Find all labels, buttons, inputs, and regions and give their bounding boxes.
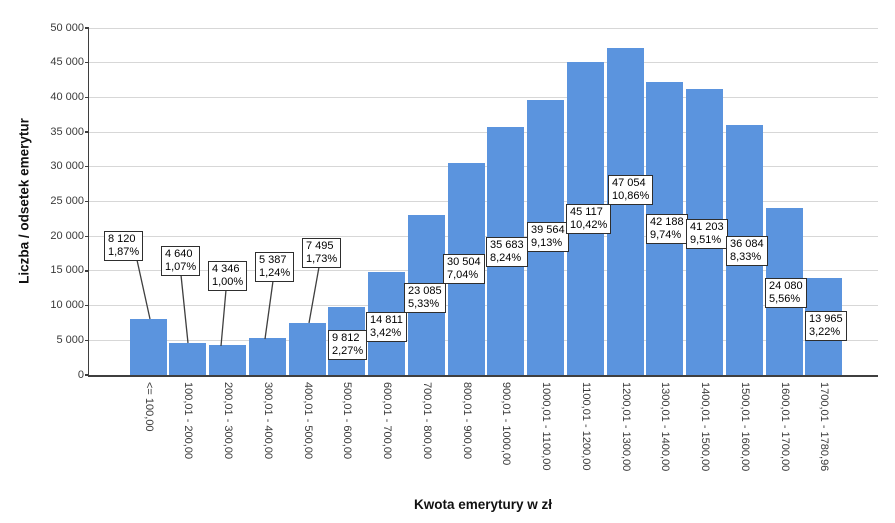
y-tick-label: 25 000: [50, 195, 84, 207]
y-tick-mark: [85, 235, 89, 237]
data-label: 39 564 9,13%: [527, 222, 569, 252]
data-label-percent: 3,22%: [809, 325, 841, 338]
data-label-percent: 1,07%: [165, 260, 197, 273]
data-label-percent: 10,42%: [570, 218, 608, 231]
y-tick-label: 5 000: [56, 333, 84, 346]
y-tick-label: 50 000: [50, 21, 84, 34]
y-tick-mark: [85, 96, 89, 99]
y-tick-label: 0: [77, 368, 84, 381]
data-label: 42 188 9,74%: [646, 214, 688, 244]
data-label-percent: 5,56%: [769, 292, 801, 305]
data-label: 30 504 7,04%: [443, 254, 485, 284]
data-label-percent: 1,87%: [108, 245, 140, 258]
data-label-percent: 9,13%: [531, 236, 563, 249]
data-label: 13 965 3,22%: [805, 311, 847, 341]
data-label-count: 36 084: [730, 238, 764, 250]
data-label-count: 5 387: [259, 254, 287, 266]
data-label-percent: 2,27%: [332, 344, 364, 357]
y-tick-mark: [85, 270, 89, 272]
bar: [606, 48, 644, 375]
data-label-count: 35 683: [490, 239, 524, 251]
data-label-percent: 7,04%: [447, 268, 479, 281]
x-axis-title: Kwota emerytury w zł: [413, 497, 553, 512]
y-tick-label: 40 000: [50, 90, 84, 103]
gridline: [89, 27, 878, 29]
data-label: 24 080 5,56%: [765, 278, 807, 308]
data-label-count: 47 054: [612, 177, 646, 189]
bar: [288, 322, 326, 375]
data-label-count: 30 504: [447, 256, 481, 268]
y-tick-label: 20 000: [50, 229, 84, 242]
data-label-count: 7 495: [306, 240, 334, 252]
data-label: 45 117 10,42%: [566, 204, 612, 234]
y-tick-mark: [85, 131, 89, 133]
data-label: 35 683 8,24%: [486, 237, 528, 267]
y-tick-label: 45 000: [50, 56, 84, 69]
y-tick-mark: [85, 304, 89, 307]
data-label-count: 45 117: [570, 206, 603, 218]
data-label-count: 39 564: [531, 224, 565, 236]
data-label-count: 42 188: [650, 216, 684, 228]
data-label-count: 24 080: [769, 280, 803, 292]
data-label: 36 084 8,33%: [726, 236, 768, 266]
data-label-count: 8 120: [108, 233, 136, 245]
y-tick-label: 30 000: [50, 160, 84, 173]
data-label-count: 4 346: [212, 263, 240, 275]
data-label-count: 23 085: [408, 285, 442, 297]
bar: [169, 342, 207, 375]
data-label-count: 41 203: [690, 221, 724, 233]
data-label: 41 203 9,51%: [686, 219, 728, 249]
data-label-percent: 10,86%: [612, 189, 650, 202]
data-label: 14 811 3,42%: [366, 312, 407, 342]
data-label: 47 054 10,86%: [608, 175, 654, 205]
data-label-percent: 1,00%: [212, 275, 244, 288]
data-label: 4 640 1,07%: [161, 246, 201, 276]
data-label-count: 14 811: [370, 314, 403, 326]
data-label-percent: 5,33%: [408, 297, 440, 310]
data-label: 8 120 1,87%: [104, 231, 144, 261]
y-tick-mark: [85, 166, 89, 168]
y-tick-mark: [85, 200, 89, 203]
data-label: 7 495 1,73%: [302, 238, 342, 268]
data-label-percent: 8,33%: [730, 250, 762, 263]
data-label-count: 4 640: [165, 248, 193, 260]
gridline: [89, 131, 878, 133]
y-tick-mark: [85, 27, 89, 29]
bar: [209, 344, 246, 375]
bar: [129, 318, 167, 375]
data-label-count: 13 965: [809, 313, 843, 325]
data-label-percent: 9,51%: [690, 233, 722, 246]
y-axis-line: [87, 28, 89, 377]
data-label-percent: 8,24%: [490, 251, 522, 264]
bar: [248, 337, 286, 375]
data-label-percent: 9,74%: [650, 228, 682, 241]
data-label-percent: 1,73%: [306, 252, 338, 265]
data-label-percent: 3,42%: [370, 326, 402, 339]
y-tick-mark: [85, 374, 89, 376]
data-label: 23 085 5,33%: [404, 283, 446, 313]
data-label: 4 346 1,00%: [208, 261, 248, 291]
data-label-percent: 1,24%: [259, 266, 291, 279]
data-label-count: 9 812: [332, 332, 360, 344]
data-label: 9 812 2,27%: [328, 330, 368, 360]
y-tick-label: 15 000: [50, 264, 84, 277]
gridline: [89, 62, 878, 64]
gridline: [89, 96, 878, 98]
y-tick-label: 10 000: [50, 299, 84, 312]
x-axis-line: [87, 375, 878, 377]
data-label: 5 387 1,24%: [255, 252, 295, 282]
y-tick-label: 35 000: [50, 125, 84, 138]
y-tick-mark: [85, 339, 89, 341]
y-tick-mark: [85, 62, 89, 64]
